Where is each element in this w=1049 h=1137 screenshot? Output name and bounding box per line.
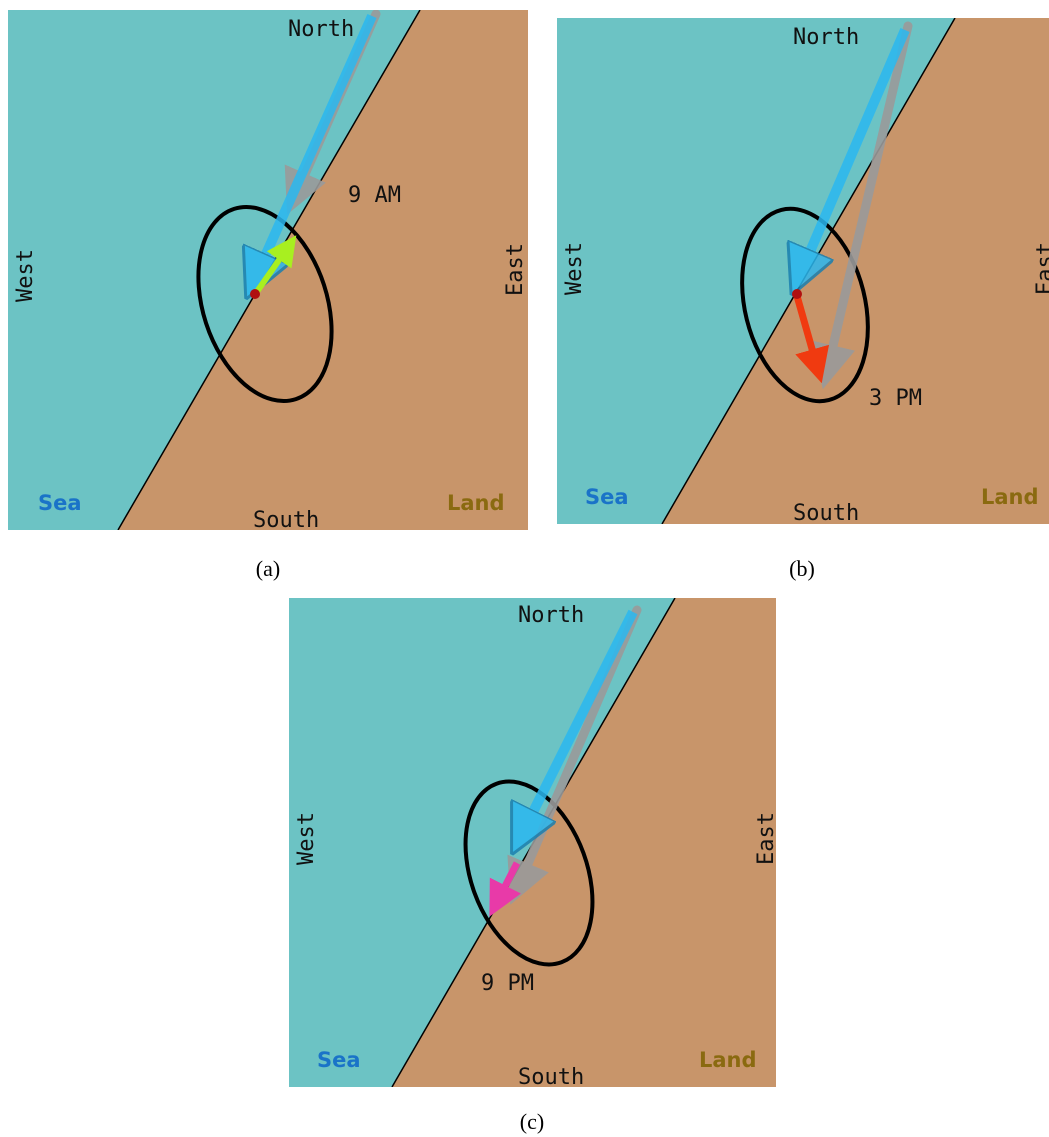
time-label: 9 PM xyxy=(481,971,534,996)
panel-b: North 3 PM West East Sea Land South xyxy=(557,18,1049,524)
south-label: South xyxy=(793,501,859,524)
origin-dot xyxy=(250,289,260,299)
south-label: South xyxy=(518,1065,584,1087)
caption: (c) xyxy=(502,1109,562,1135)
time-label: 9 AM xyxy=(348,183,401,208)
land-label: Land xyxy=(981,485,1039,509)
sea-label: Sea xyxy=(585,485,629,509)
land-label: Land xyxy=(699,1048,757,1072)
west-label: West xyxy=(294,812,319,865)
west-label: West xyxy=(13,249,38,302)
east-label: East xyxy=(1033,242,1049,295)
east-label: East xyxy=(754,812,776,865)
panel-a: North 9 AM West East Sea Land South xyxy=(8,10,528,530)
west-label: West xyxy=(562,242,587,295)
sea-label: Sea xyxy=(317,1048,361,1072)
caption: (a) xyxy=(238,556,298,582)
caption: (b) xyxy=(772,556,832,582)
south-label: South xyxy=(253,508,319,530)
origin-dot xyxy=(792,289,802,299)
east-label: East xyxy=(503,243,528,296)
time-label: 3 PM xyxy=(869,386,922,411)
panel-c: North 9 PM West East Sea Land South xyxy=(289,598,776,1087)
north-label: North xyxy=(518,603,584,628)
figure: North 9 AM West East Sea Land South (a) … xyxy=(0,0,1049,1137)
north-label: North xyxy=(288,17,354,42)
land-label: Land xyxy=(447,491,505,515)
north-label: North xyxy=(793,25,859,50)
sea-label: Sea xyxy=(38,491,82,515)
